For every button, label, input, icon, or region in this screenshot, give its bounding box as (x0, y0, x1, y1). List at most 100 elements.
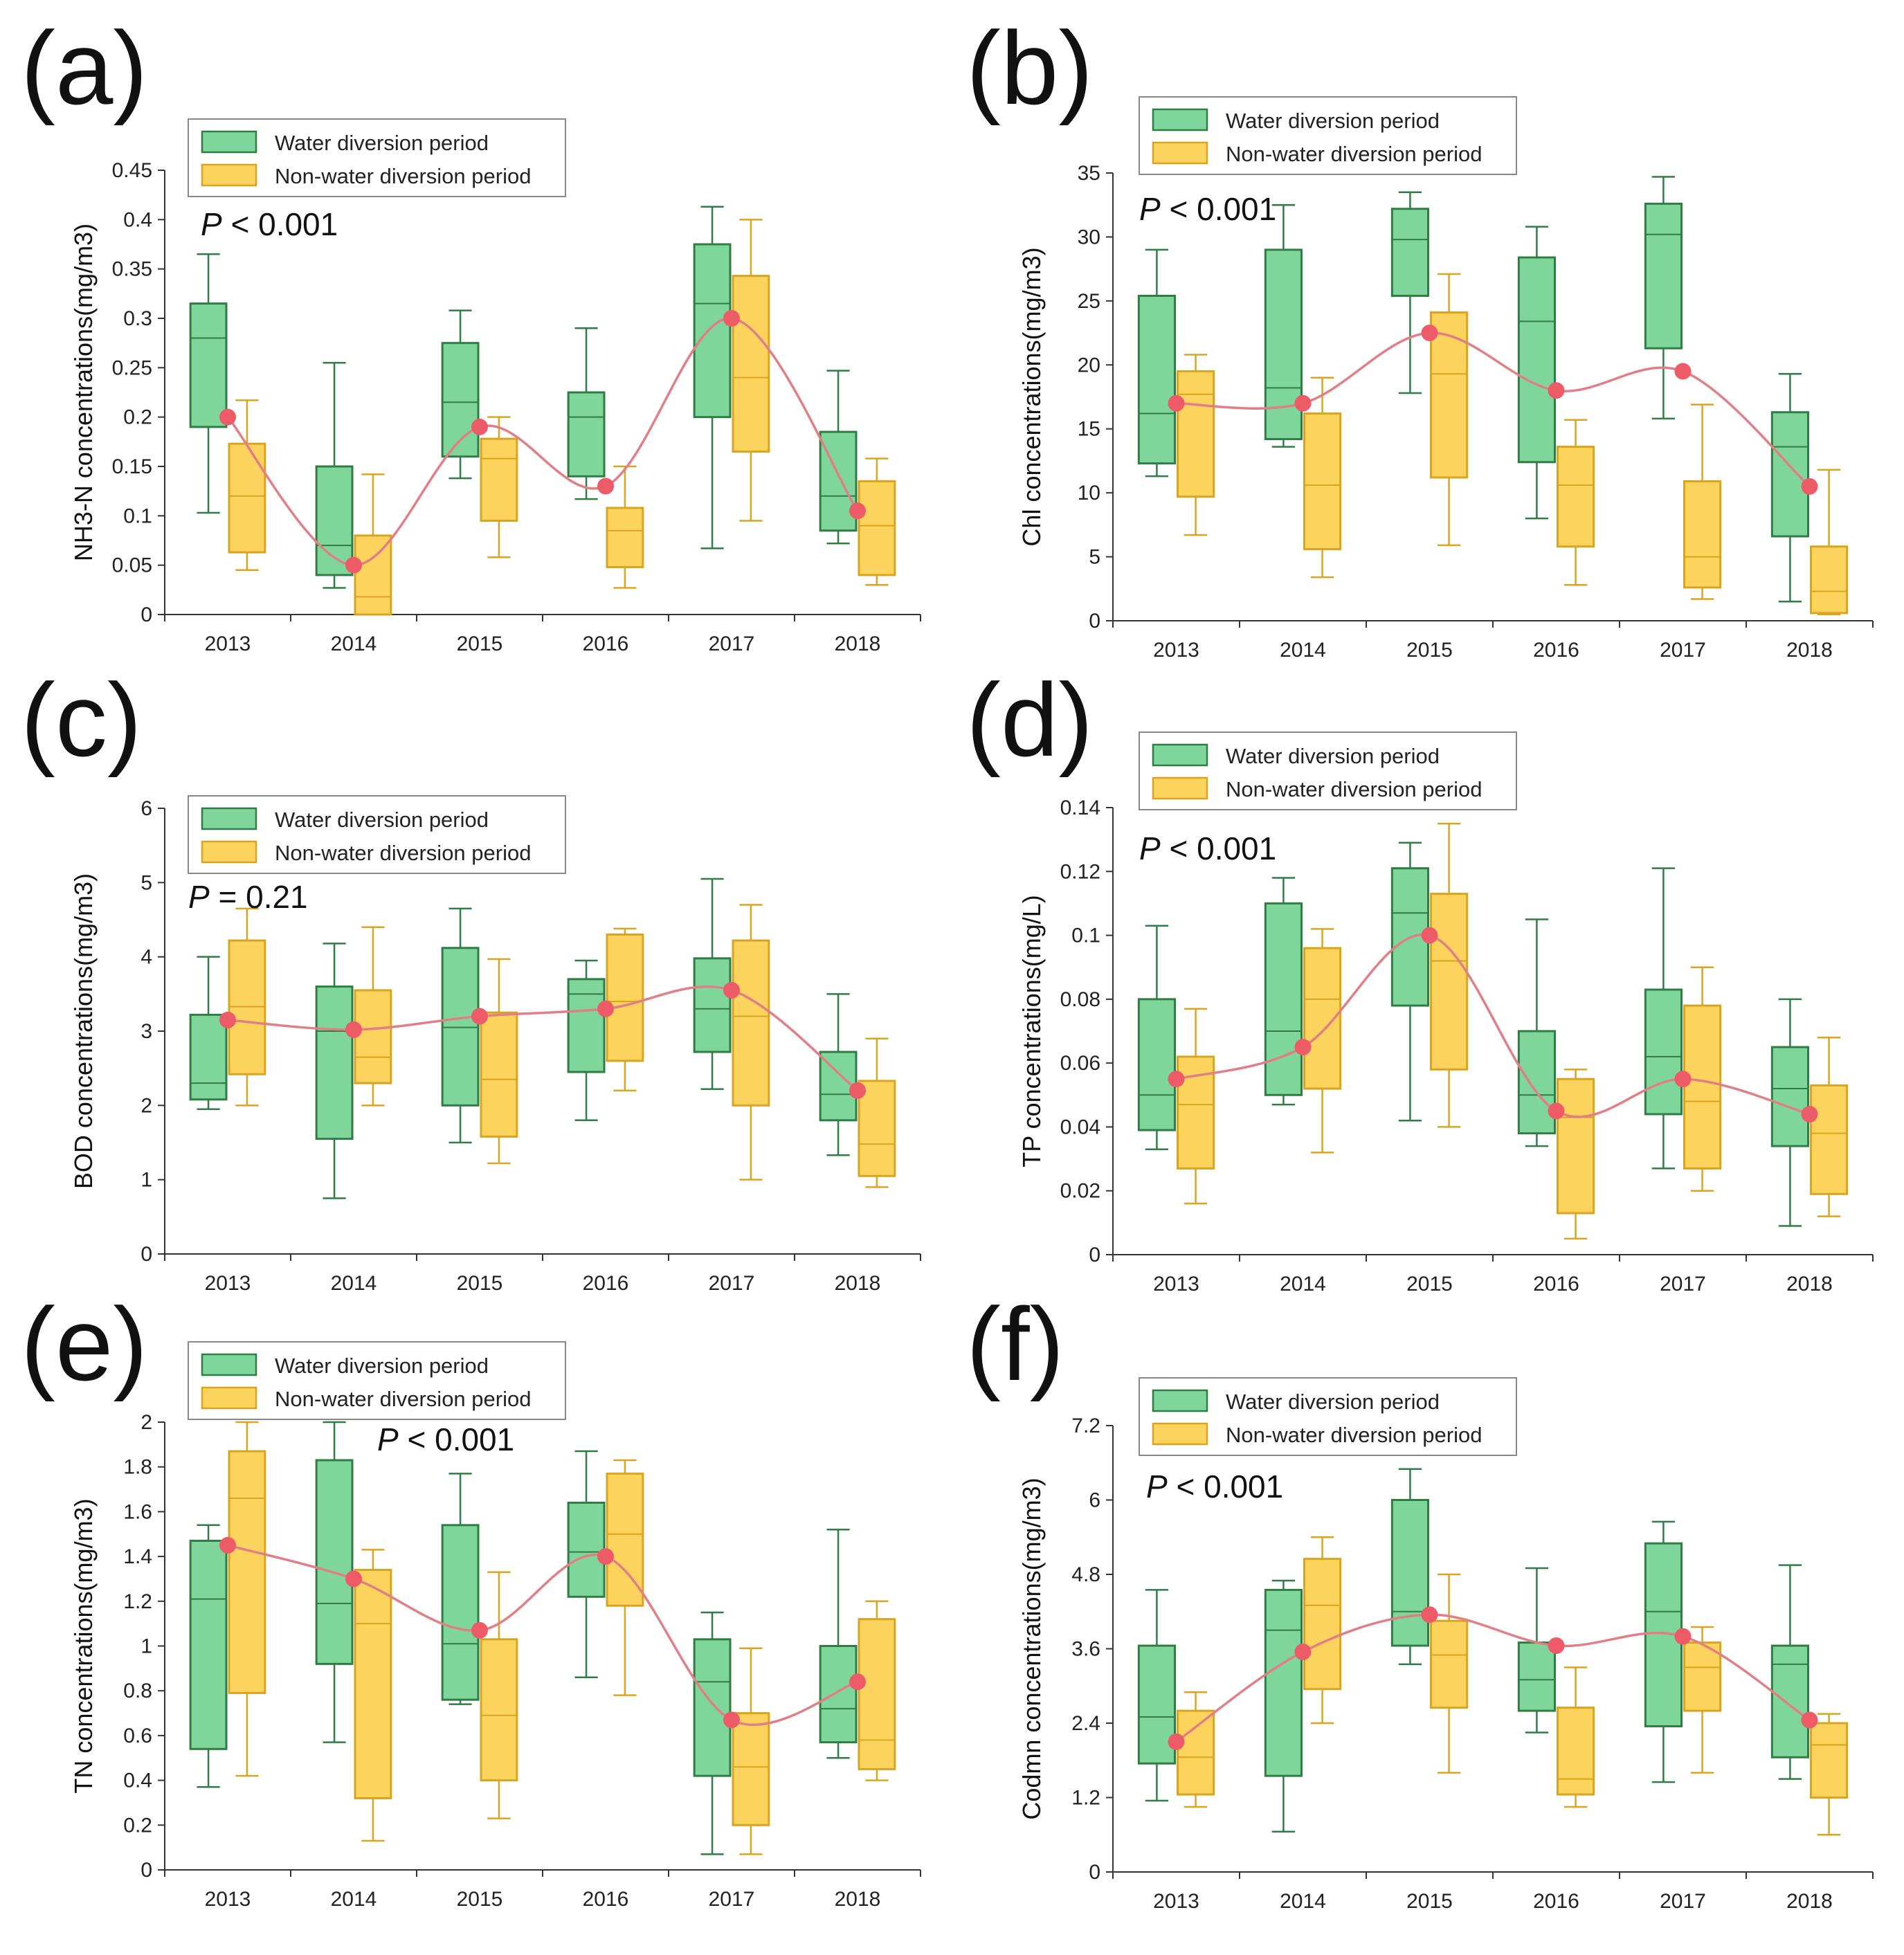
box-iqr (693, 1638, 732, 1777)
y-tick-label: 25 (1078, 290, 1100, 313)
box-iqr (858, 1618, 896, 1770)
x-tick-label: 2016 (583, 1888, 629, 1911)
box-nonwater (606, 1459, 644, 1696)
box-nonwater (1430, 273, 1469, 547)
mean-dot (1168, 394, 1185, 412)
box-water (1390, 1468, 1429, 1666)
legend-swatch-water (1152, 108, 1208, 131)
box-iqr (1644, 988, 1683, 1116)
x-tick-label: 2013 (1153, 639, 1199, 662)
box-nonwater (1177, 1691, 1215, 1808)
panel-letter: (f) (966, 1286, 1064, 1402)
y-tick-label: 0.1 (123, 504, 152, 527)
box-nonwater (1430, 822, 1469, 1128)
mean-dot (1801, 478, 1818, 495)
box-iqr (1137, 998, 1176, 1131)
x-tick-label: 2017 (709, 1888, 755, 1911)
box-water (1264, 877, 1303, 1106)
box-iqr (441, 947, 480, 1107)
chart-panel-f: (f) 0 1.2 2.4 3.6 4.8 6 7.2 2013 2014 2015 2016 2017… (952, 1286, 1904, 1954)
mean-dot (345, 1570, 362, 1588)
box-iqr (441, 342, 480, 458)
x-tick-label: 2014 (1280, 1890, 1326, 1913)
mean-dot (1548, 1637, 1565, 1655)
box-iqr (1303, 1558, 1342, 1691)
y-tick-label: 1.2 (123, 1590, 152, 1613)
box-water (1137, 1589, 1176, 1802)
legend-label-nonwater: Non-water diversion period (1226, 1423, 1482, 1447)
box-nonwater (1177, 354, 1215, 536)
legend-swatch-water (1152, 1389, 1208, 1412)
x-tick-label: 2016 (583, 633, 629, 655)
box-iqr (567, 1501, 606, 1598)
legend-swatch-water (201, 130, 257, 154)
box-water (441, 1473, 480, 1705)
legend: Water diversion period Non-water diversio… (188, 795, 566, 874)
legend-label-water: Water diversion period (275, 808, 489, 832)
mean-dot (471, 1621, 488, 1639)
box-iqr (1430, 893, 1469, 1071)
box-iqr (315, 1459, 354, 1665)
box-water (189, 253, 228, 514)
mean-dot (345, 1021, 362, 1038)
mean-dot (471, 418, 488, 435)
p-value-label: P < 0.001 (377, 1421, 514, 1457)
mean-dot (1294, 1643, 1312, 1660)
y-tick-label: 2.4 (1071, 1712, 1100, 1735)
box-nonwater (1810, 469, 1849, 616)
box-iqr (1683, 1642, 1722, 1712)
legend: Water diversion period Non-water diversio… (1139, 96, 1517, 175)
box-nonwater (480, 1571, 518, 1819)
y-tick-label: 1.6 (123, 1500, 152, 1523)
legend-label-nonwater: Non-water diversion period (1226, 142, 1482, 166)
box-water (693, 1611, 732, 1855)
y-tick-label: 35 (1078, 162, 1100, 185)
mean-dot (219, 1536, 236, 1554)
box-iqr (1430, 1619, 1469, 1709)
x-tick-label: 2017 (709, 633, 755, 655)
box-iqr (1770, 411, 1809, 538)
box-iqr (441, 1524, 480, 1701)
legend: Water diversion period Non-water diversio… (1139, 1377, 1517, 1456)
x-tick-label: 2013 (205, 1272, 251, 1295)
y-tick-label: 1.8 (123, 1456, 152, 1479)
mean-dot (345, 556, 362, 574)
x-tick-label: 2016 (1533, 1273, 1579, 1295)
y-tick-label: 0.1 (1071, 925, 1100, 947)
chart-panel-b: (b) 0 5 10 15 20 25 30 35 2013 2014 2015 2016 2017 201… (952, 0, 1904, 662)
legend-swatch-nonwater (201, 1386, 257, 1410)
mean-dot (1421, 1606, 1438, 1624)
x-tick-label: 2014 (1280, 1273, 1326, 1295)
p-value-italic: P (1146, 1468, 1168, 1504)
y-tick-label: 0.02 (1060, 1180, 1100, 1203)
box-iqr (354, 989, 392, 1084)
y-tick-label: 0.12 (1060, 860, 1100, 883)
box-nonwater (858, 1037, 896, 1188)
box-iqr (480, 1638, 518, 1782)
box-iqr (354, 1569, 392, 1799)
x-tick-label: 2014 (1280, 639, 1326, 662)
box-water (693, 206, 732, 549)
box-nonwater (1303, 1536, 1342, 1725)
x-tick-label: 2018 (1786, 639, 1833, 662)
box-iqr (189, 1013, 228, 1101)
x-tick-label: 2015 (457, 1272, 503, 1295)
mean-dot (723, 981, 740, 999)
mean-dot (849, 1673, 866, 1691)
box-iqr (732, 939, 770, 1107)
chart-svg-b: (b) 0 5 10 15 20 25 30 35 2013 2014 2015 2016 2017 201… (966, 10, 1874, 662)
box-nonwater (1303, 928, 1342, 1154)
panel-letter: (c) (21, 662, 142, 778)
y-axis-label: NH3-N concentrations(mg/m3) (69, 224, 98, 561)
x-tick-label: 2015 (1406, 1890, 1453, 1913)
box-iqr (189, 302, 228, 428)
box-iqr (1644, 202, 1683, 349)
box-nonwater (1557, 1666, 1595, 1808)
box-iqr (1517, 1030, 1556, 1135)
box-water (1137, 925, 1176, 1150)
y-tick-label: 0 (140, 1859, 152, 1882)
y-tick-label: 0.14 (1060, 797, 1100, 819)
x-tick-label: 2016 (583, 1272, 629, 1295)
box-nonwater (732, 904, 770, 1181)
legend-swatch-water (1152, 743, 1208, 767)
